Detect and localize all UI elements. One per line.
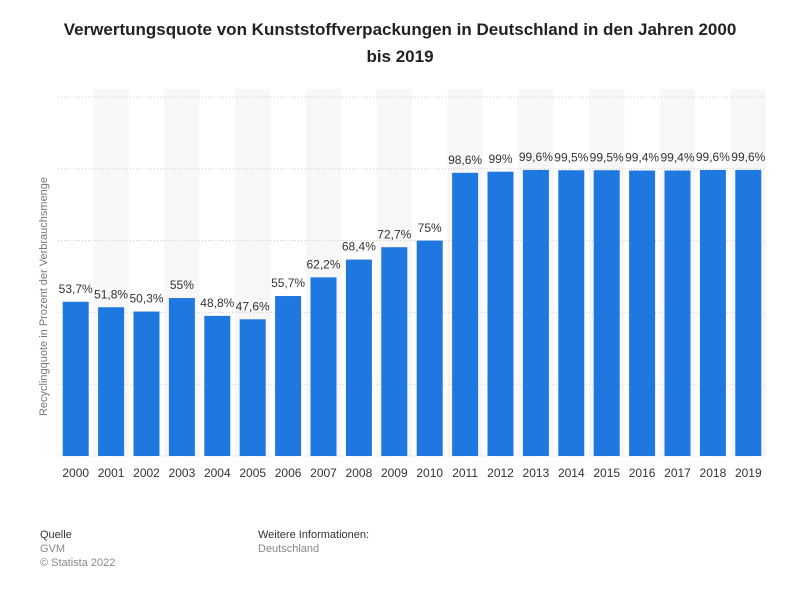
value-label: 99,5% — [554, 150, 588, 164]
x-tick-label: 2008 — [346, 466, 373, 480]
x-tick-label: 2014 — [558, 466, 585, 480]
bar — [522, 169, 549, 457]
x-tick-label: 2007 — [310, 466, 337, 480]
value-label: 55,7% — [271, 276, 305, 290]
bar — [452, 172, 479, 456]
x-tick-label: 2000 — [62, 466, 89, 480]
x-tick-label: 2017 — [664, 466, 691, 480]
source-title: Quelle — [40, 529, 72, 541]
value-label: 98,6% — [448, 153, 482, 167]
x-tick-label: 2012 — [487, 466, 514, 480]
value-label: 55% — [170, 278, 194, 292]
bar — [629, 170, 656, 456]
value-label: 99% — [488, 152, 512, 166]
value-label: 51,8% — [94, 287, 128, 301]
value-label: 99,6% — [731, 150, 765, 164]
x-tick-label: 2006 — [275, 466, 302, 480]
x-tick-label: 2001 — [98, 466, 125, 480]
bar — [593, 170, 620, 456]
x-tick-label: 2004 — [204, 466, 231, 480]
x-tick-label: 2019 — [735, 466, 762, 480]
copyright: © Statista 2022 — [40, 557, 116, 569]
value-label: 50,3% — [129, 292, 163, 306]
info-block: Weitere Informationen: Deutschland — [258, 528, 369, 556]
info-title: Weitere Informationen: — [258, 529, 370, 541]
bar — [275, 296, 302, 456]
bar — [416, 240, 443, 456]
value-label: 99,4% — [660, 151, 694, 165]
value-label: 48,8% — [200, 296, 234, 310]
y-axis-label: Recyclingquote in Prozent der Verbrauchs… — [38, 177, 50, 416]
bar — [310, 277, 337, 456]
x-tick-label: 2010 — [416, 466, 443, 480]
bar — [98, 307, 125, 456]
x-tick-label: 2005 — [239, 466, 266, 480]
x-tick-label: 2003 — [169, 466, 196, 480]
value-label: 72,7% — [377, 227, 411, 241]
bar — [381, 247, 408, 456]
bar — [62, 301, 89, 456]
value-label: 75% — [418, 221, 442, 235]
chart-title: Verwertungsquote von Kunststoffverpackun… — [63, 20, 737, 66]
x-tick-label: 2013 — [523, 466, 550, 480]
bar — [204, 315, 231, 456]
bar — [133, 311, 160, 456]
bar — [168, 298, 195, 456]
value-label: 99,5% — [590, 150, 624, 164]
bar — [735, 169, 762, 457]
bar — [699, 169, 726, 457]
x-tick-label: 2018 — [700, 466, 727, 480]
source: GVM — [40, 543, 66, 555]
x-tick-label: 2002 — [133, 466, 160, 480]
x-tick-label: 2016 — [629, 466, 656, 480]
value-label: 68,4% — [342, 240, 376, 254]
bar — [558, 170, 585, 456]
x-tick-label: 2009 — [381, 466, 408, 480]
bar — [345, 259, 372, 456]
value-label: 99,6% — [519, 150, 553, 164]
bar — [664, 170, 691, 456]
value-label: 53,7% — [59, 282, 93, 296]
value-label: 47,6% — [236, 299, 270, 313]
x-tick-label: 2015 — [593, 466, 620, 480]
value-label: 99,6% — [696, 150, 730, 164]
value-label: 62,2% — [306, 258, 340, 272]
source-block: Quelle GVM © Statista 2022 — [40, 528, 115, 570]
value-label: 99,4% — [625, 151, 659, 165]
x-tick-label: 2011 — [452, 466, 478, 480]
bar — [239, 319, 266, 456]
info: Deutschland — [258, 543, 320, 555]
bar — [487, 171, 514, 456]
